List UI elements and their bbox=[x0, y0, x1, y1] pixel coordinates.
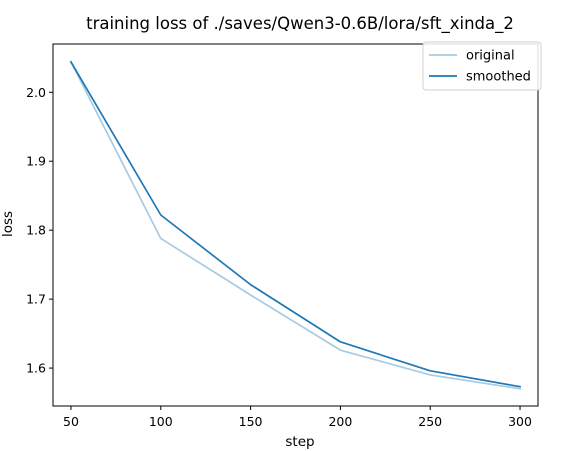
plot-area: 50 100 150 200 250 300 1.6 1.7 1.8 1.9 2.0 bbox=[26, 43, 539, 429]
y-tick-label: 1.8 bbox=[26, 223, 46, 238]
y-axis-label: loss bbox=[0, 211, 16, 237]
y-tick-label: 1.6 bbox=[26, 361, 46, 376]
y-tick-label: 2.0 bbox=[26, 85, 46, 100]
chart-title: training loss of ./saves/Qwen3-0.6B/lora… bbox=[86, 14, 514, 34]
y-tick-label: 1.7 bbox=[26, 292, 46, 307]
legend: original smoothed bbox=[422, 41, 542, 91]
x-tick-label: 50 bbox=[63, 414, 79, 429]
legend-box bbox=[422, 41, 542, 91]
series-line-smoothed bbox=[69, 60, 522, 388]
x-tick-label: 200 bbox=[328, 414, 352, 429]
legend-label-original: original bbox=[466, 49, 515, 64]
series-line-original bbox=[69, 60, 522, 390]
legend-label-smoothed: smoothed bbox=[466, 70, 531, 85]
x-tick-label: 150 bbox=[239, 414, 263, 429]
x-tick-label: 300 bbox=[508, 414, 532, 429]
y-tick-label: 1.9 bbox=[26, 154, 46, 169]
plot-frame bbox=[52, 43, 539, 407]
x-axis-label: step bbox=[285, 434, 314, 450]
x-tick-label: 250 bbox=[418, 414, 442, 429]
x-tick-label: 100 bbox=[149, 414, 173, 429]
